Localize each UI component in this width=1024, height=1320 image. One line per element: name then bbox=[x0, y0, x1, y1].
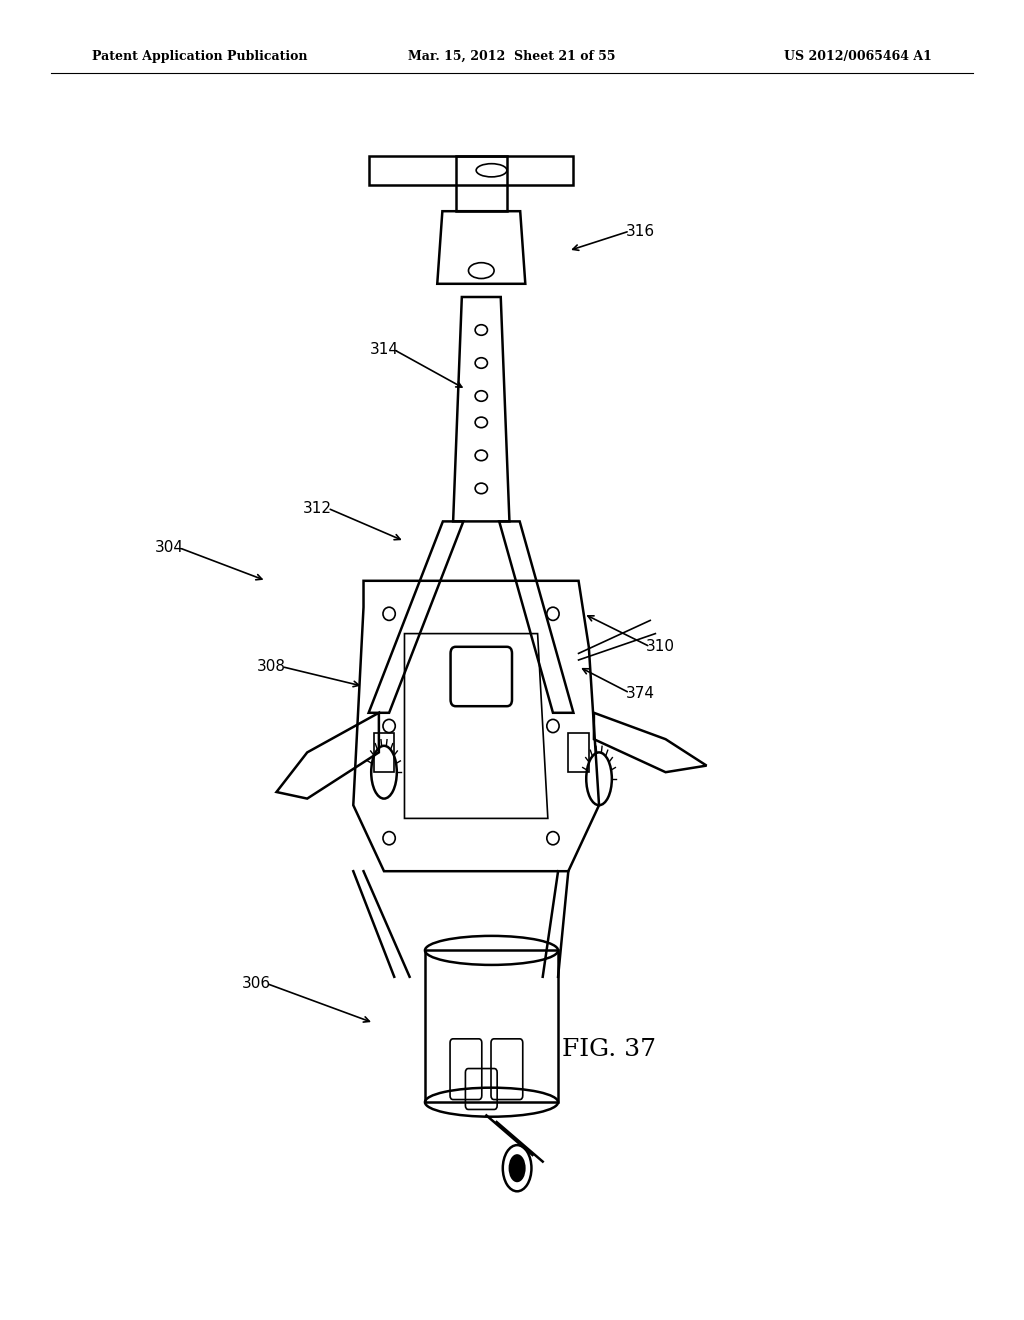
Text: US 2012/0065464 A1: US 2012/0065464 A1 bbox=[784, 50, 932, 63]
Text: 308: 308 bbox=[257, 659, 286, 675]
Text: 306: 306 bbox=[242, 975, 270, 991]
Ellipse shape bbox=[510, 1155, 524, 1181]
Text: 374: 374 bbox=[626, 685, 654, 701]
Text: 314: 314 bbox=[370, 342, 398, 358]
Text: 304: 304 bbox=[155, 540, 183, 556]
Text: FIG. 37: FIG. 37 bbox=[562, 1038, 656, 1061]
Text: Patent Application Publication: Patent Application Publication bbox=[92, 50, 307, 63]
Text: 316: 316 bbox=[626, 223, 654, 239]
Text: 312: 312 bbox=[303, 500, 332, 516]
Text: Mar. 15, 2012  Sheet 21 of 55: Mar. 15, 2012 Sheet 21 of 55 bbox=[409, 50, 615, 63]
Text: 310: 310 bbox=[646, 639, 675, 655]
